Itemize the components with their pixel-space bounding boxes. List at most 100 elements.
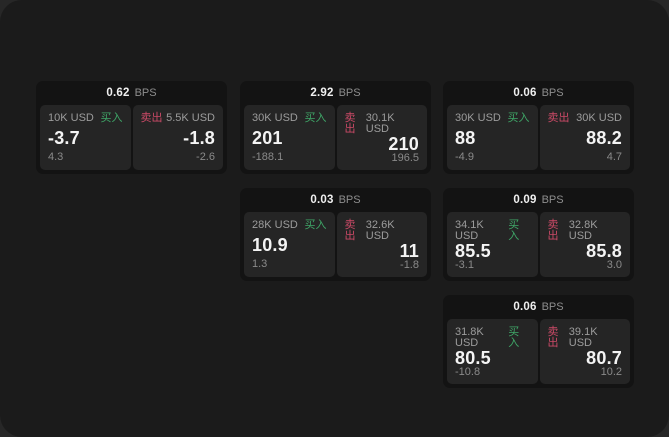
sell-meta-row: 卖出 5.5K USD	[141, 113, 216, 124]
sell-meta-row: 卖出 32.8K USD	[548, 220, 623, 242]
card-header: 0.62 BPS	[36, 81, 227, 105]
buy-price: 201	[252, 128, 283, 148]
quote-card: 0.62 BPS 10K USD 买入 -3.7 4.3 卖出 5.5K USD…	[36, 81, 227, 174]
sell-meta-row: 卖出 30K USD	[548, 113, 623, 124]
buy-change: 4.3	[48, 151, 64, 163]
bps-value: 0.62	[106, 87, 130, 99]
buy-price: -3.7	[48, 128, 80, 148]
sell-side-label: 卖出	[547, 326, 559, 349]
bps-unit-label: BPS	[541, 87, 564, 99]
bps-unit-label: BPS	[134, 87, 157, 99]
buy-meta-row: 31.8K USD 买入	[455, 327, 530, 349]
quote-card: 0.03 BPS 28K USD 买入 10.9 1.3 卖出 32.6K US…	[240, 188, 431, 281]
sell-side-label: 卖出	[547, 112, 570, 124]
quote-panels: 10K USD 买入 -3.7 4.3 卖出 5.5K USD -1.8 -2.…	[40, 105, 223, 170]
buy-amount: 30K USD	[252, 112, 298, 124]
bps-value: 0.06	[513, 87, 537, 99]
sell-panel[interactable]: 卖出 30K USD 88.2 4.7	[539, 105, 630, 170]
buy-meta-row: 10K USD 买入	[48, 113, 123, 124]
sell-panel[interactable]: 卖出 30.1K USD 210 196.5	[336, 105, 427, 170]
card-header: 0.06 BPS	[443, 295, 634, 319]
sell-price: 11	[399, 241, 419, 261]
quote-panels: 34.1K USD 买入 85.5 -3.1 卖出 32.8K USD 85.8…	[447, 212, 630, 277]
buy-price: 10.9	[252, 235, 288, 255]
buy-meta-row: 34.1K USD 买入	[455, 220, 530, 242]
buy-change: -10.8	[455, 366, 481, 378]
quote-panels: 30K USD 买入 88 -4.9 卖出 30K USD 88.2 4.7	[447, 105, 630, 170]
sell-change: 3.0	[606, 259, 622, 271]
buy-panel[interactable]: 31.8K USD 买入 80.5 -10.8	[447, 319, 538, 384]
buy-amount: 34.1K USD	[455, 219, 484, 242]
buy-panel[interactable]: 10K USD 买入 -3.7 4.3	[40, 105, 131, 170]
sell-price: 80.7	[586, 348, 622, 368]
buy-change: -3.1	[455, 259, 474, 271]
sell-amount: 30K USD	[576, 112, 622, 124]
buy-price: 88	[455, 128, 476, 148]
sell-meta-row: 卖出 30.1K USD	[345, 113, 420, 135]
buy-side-label: 买入	[507, 112, 530, 124]
card-header: 0.03 BPS	[240, 188, 431, 212]
bps-unit-label: BPS	[541, 301, 564, 313]
sell-meta-row: 卖出 39.1K USD	[548, 327, 623, 349]
bps-unit-label: BPS	[338, 87, 361, 99]
sell-panel[interactable]: 卖出 39.1K USD 80.7 10.2	[539, 319, 630, 384]
buy-side-label: 买入	[508, 326, 520, 349]
card-header: 2.92 BPS	[240, 81, 431, 105]
quote-panels: 30K USD 买入 201 -188.1 卖出 30.1K USD 210 1…	[244, 105, 427, 170]
buy-change: 1.3	[252, 258, 268, 270]
sell-amount: 30.1K USD	[365, 112, 395, 135]
buy-side-label: 买入	[304, 112, 327, 124]
buy-price: 85.5	[455, 241, 491, 261]
sell-price: -1.8	[183, 128, 215, 148]
sell-amount: 32.6K USD	[365, 219, 395, 242]
sell-price: 85.8	[586, 241, 622, 261]
sell-panel[interactable]: 卖出 5.5K USD -1.8 -2.6	[132, 105, 223, 170]
buy-panel[interactable]: 28K USD 买入 10.9 1.3	[244, 212, 335, 277]
sell-side-label: 卖出	[140, 112, 163, 124]
buy-amount: 30K USD	[455, 112, 501, 124]
sell-change: 10.2	[600, 366, 622, 378]
quote-panels: 31.8K USD 买入 80.5 -10.8 卖出 39.1K USD 80.…	[447, 319, 630, 384]
sell-amount: 5.5K USD	[166, 112, 215, 124]
buy-panel[interactable]: 34.1K USD 买入 85.5 -3.1	[447, 212, 538, 277]
buy-meta-row: 30K USD 买入	[252, 113, 327, 124]
sell-change: 196.5	[391, 152, 419, 164]
sell-side-label: 卖出	[344, 112, 356, 135]
buy-meta-row: 30K USD 买入	[455, 113, 530, 124]
sell-change: 4.7	[606, 151, 622, 163]
sell-meta-row: 卖出 32.6K USD	[345, 220, 420, 242]
quote-card: 0.09 BPS 34.1K USD 买入 85.5 -3.1 卖出 32.8K…	[443, 188, 634, 281]
bps-value: 0.03	[310, 194, 334, 206]
quote-card: 0.06 BPS 31.8K USD 买入 80.5 -10.8 卖出 39.1…	[443, 295, 634, 388]
card-header: 0.09 BPS	[443, 188, 634, 212]
bps-value: 2.92	[310, 87, 334, 99]
quote-card: 0.06 BPS 30K USD 买入 88 -4.9 卖出 30K USD 8…	[443, 81, 634, 174]
buy-amount: 31.8K USD	[455, 326, 484, 349]
sell-change: -2.6	[196, 151, 215, 163]
sell-change: -1.8	[400, 259, 419, 271]
bps-value: 0.06	[513, 301, 537, 313]
sell-side-label: 卖出	[547, 219, 559, 242]
sell-price: 88.2	[586, 128, 622, 148]
bps-unit-label: BPS	[541, 194, 564, 206]
buy-side-label: 买入	[100, 112, 123, 124]
buy-change: -188.1	[252, 151, 284, 163]
buy-change: -4.9	[455, 151, 474, 163]
buy-panel[interactable]: 30K USD 买入 201 -188.1	[244, 105, 335, 170]
buy-side-label: 买入	[508, 219, 520, 242]
quote-panels: 28K USD 买入 10.9 1.3 卖出 32.6K USD 11 -1.8	[244, 212, 427, 277]
bps-unit-label: BPS	[338, 194, 361, 206]
quote-card: 2.92 BPS 30K USD 买入 201 -188.1 卖出 30.1K …	[240, 81, 431, 174]
buy-amount: 28K USD	[252, 219, 298, 231]
buy-meta-row: 28K USD 买入	[252, 220, 327, 231]
sell-panel[interactable]: 卖出 32.6K USD 11 -1.8	[336, 212, 427, 277]
buy-amount: 10K USD	[48, 112, 94, 124]
sell-amount: 32.8K USD	[568, 219, 598, 242]
buy-price: 80.5	[455, 348, 491, 368]
sell-panel[interactable]: 卖出 32.8K USD 85.8 3.0	[539, 212, 630, 277]
bps-value: 0.09	[513, 194, 537, 206]
sell-price: 210	[388, 134, 419, 154]
sell-side-label: 卖出	[344, 219, 356, 242]
buy-panel[interactable]: 30K USD 买入 88 -4.9	[447, 105, 538, 170]
